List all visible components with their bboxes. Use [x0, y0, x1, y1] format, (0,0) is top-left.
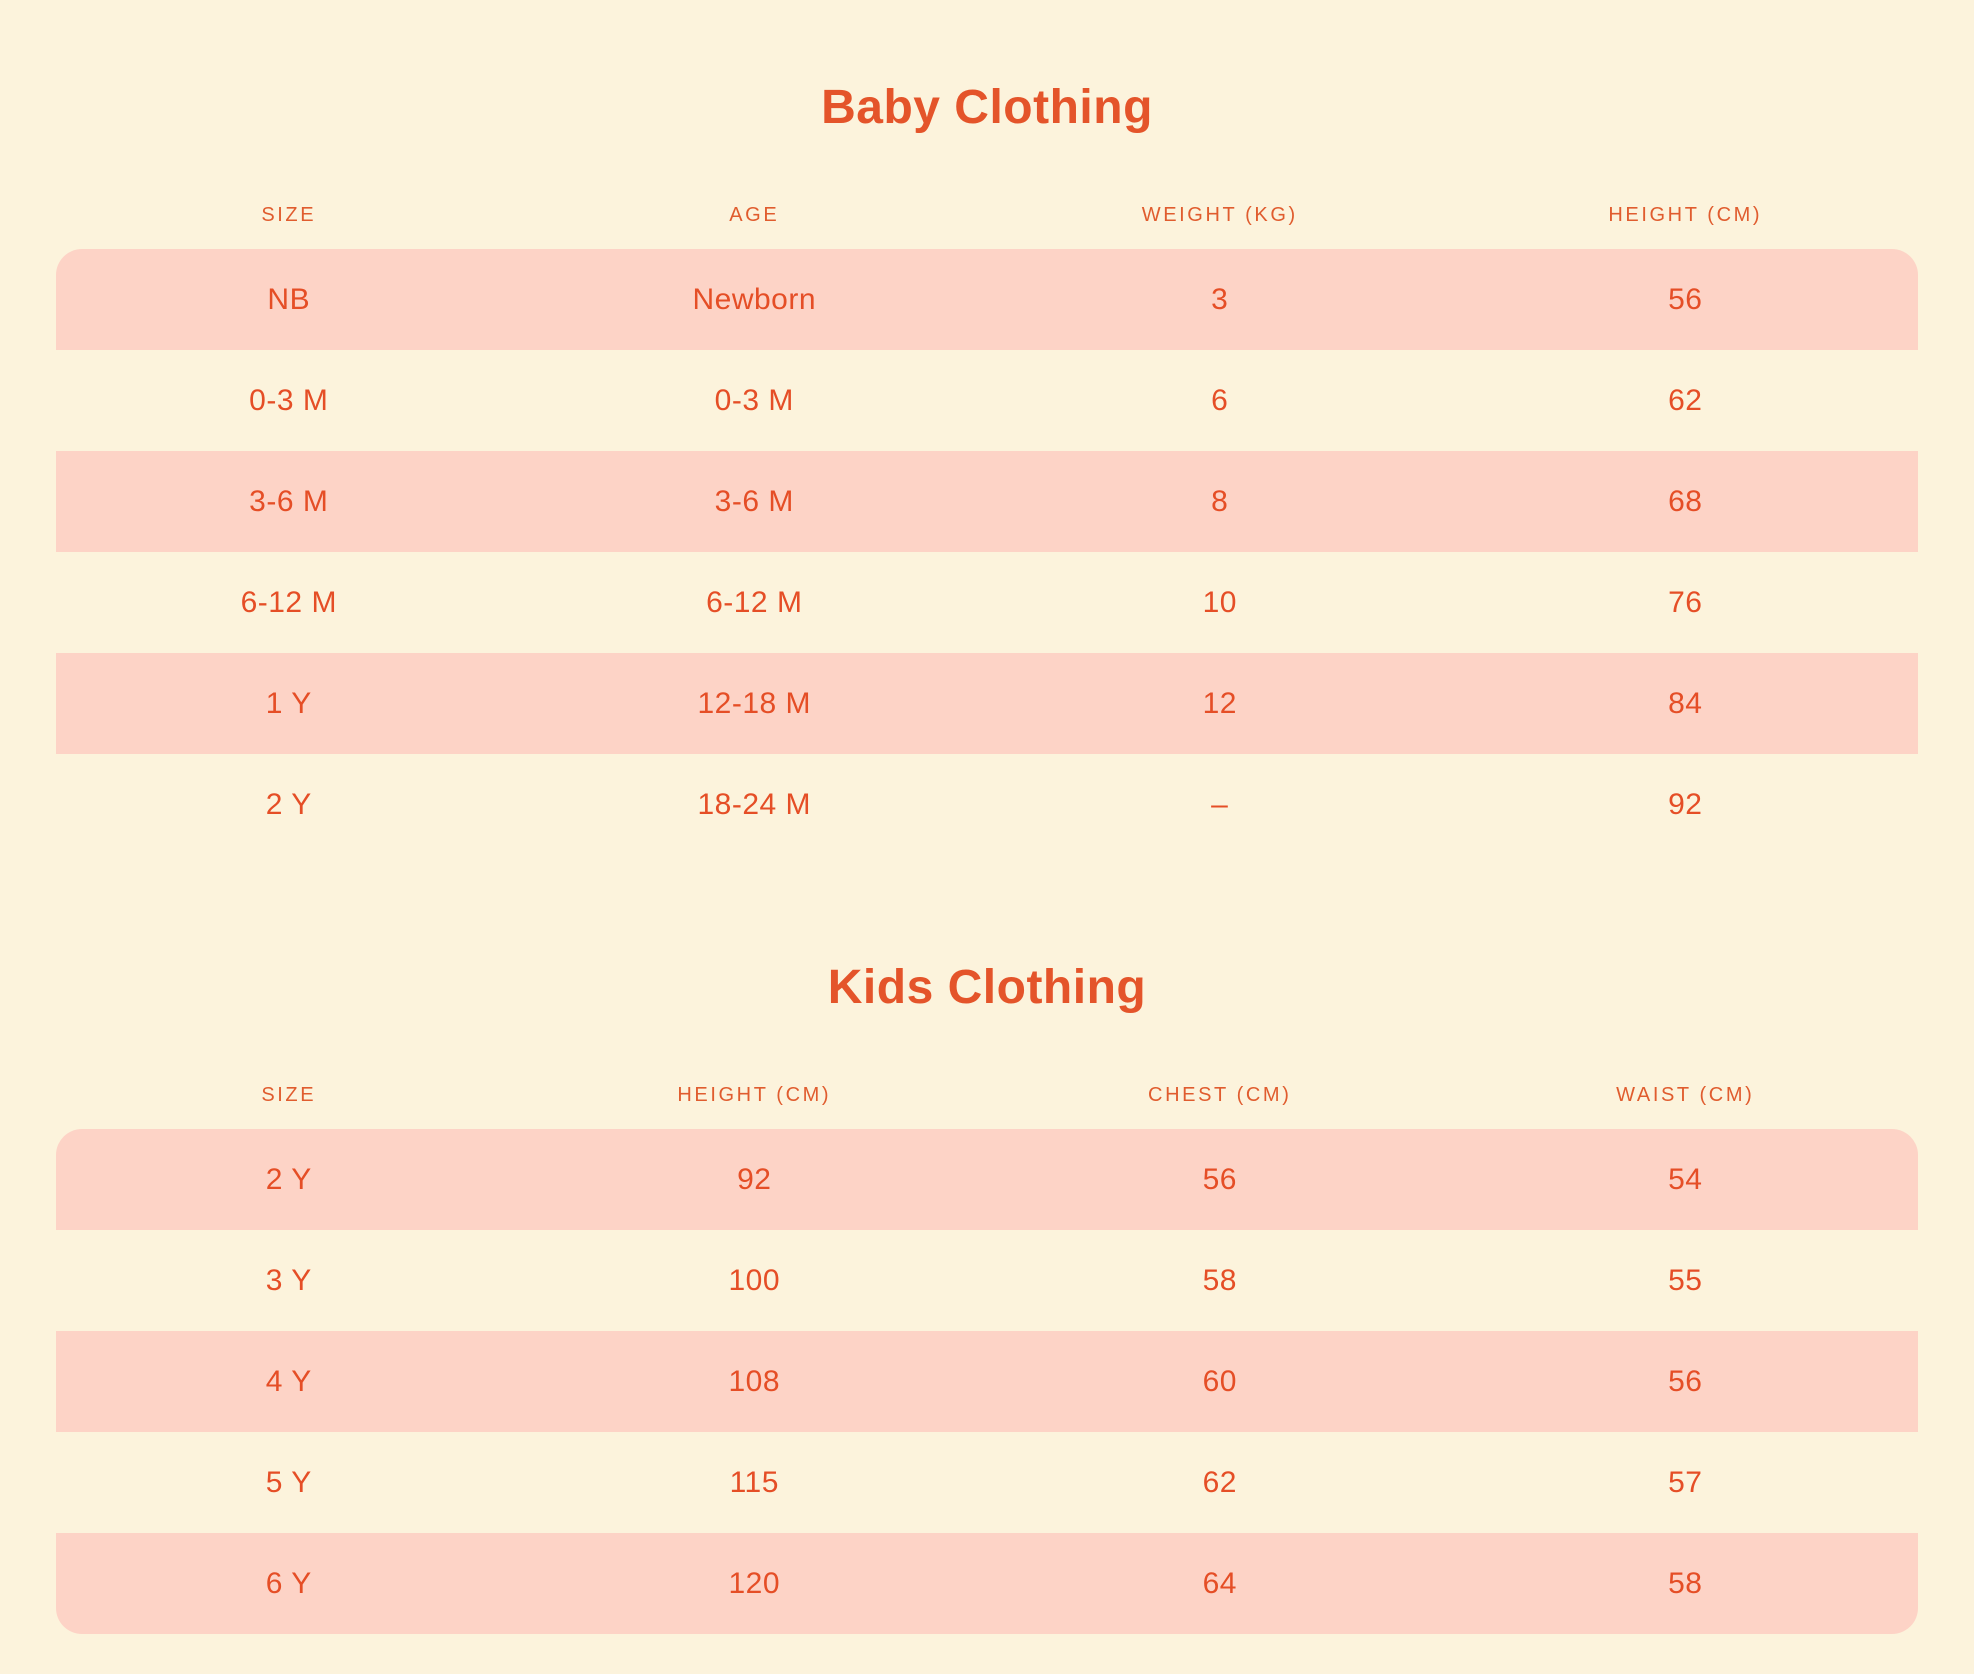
table-cell: 5 Y: [265, 1465, 312, 1499]
baby-table-body: NB Newborn 3 56 0-3 M 0-3 M 6 62 3-6 M 3…: [56, 249, 1918, 855]
kids-header-chest: CHEST (CM): [1148, 1084, 1292, 1106]
baby-header-age: AGE: [729, 204, 780, 226]
table-cell: 6 Y: [265, 1566, 312, 1600]
table-cell: 3-6 M: [249, 484, 329, 518]
kids-section-title: Kids Clothing: [827, 961, 1147, 1014]
table-cell: 120: [728, 1566, 781, 1600]
table-cell: 62: [1668, 383, 1703, 417]
baby-header-height: HEIGHT (CM): [1608, 204, 1763, 226]
page: Baby Clothing SIZE AGE WEIGHT (KG) HEIGH…: [0, 81, 1974, 1634]
table-row: 4 Y 108 60 56: [56, 1331, 1918, 1432]
table-row: 0-3 M 0-3 M 6 62: [56, 350, 1918, 451]
table-cell: NB: [267, 282, 311, 316]
table-cell: 18-24 M: [697, 787, 812, 821]
table-row: NB Newborn 3 56: [56, 249, 1918, 350]
table-row: 2 Y 18-24 M – 92: [56, 754, 1918, 855]
table-row: 6 Y 120 64 58: [56, 1533, 1918, 1634]
table-row: 3-6 M 3-6 M 8 68: [56, 451, 1918, 552]
table-cell: 6-12 M: [706, 585, 803, 619]
table-cell: 3-6 M: [714, 484, 794, 518]
table-row: 6-12 M 6-12 M 10 76: [56, 552, 1918, 653]
table-row: 3 Y 100 58 55: [56, 1230, 1918, 1331]
table-cell: Newborn: [692, 282, 817, 316]
table-cell: 62: [1202, 1465, 1237, 1499]
table-cell: 64: [1202, 1566, 1237, 1600]
table-cell: 6-12 M: [240, 585, 337, 619]
table-cell: –: [1211, 787, 1229, 821]
table-cell: 12: [1202, 686, 1237, 720]
baby-size-table: SIZE AGE WEIGHT (KG) HEIGHT (CM) NB Newb…: [56, 203, 1918, 855]
table-cell: 92: [1668, 787, 1703, 821]
table-cell: 115: [729, 1465, 779, 1499]
table-cell: 84: [1668, 686, 1703, 720]
table-row: 1 Y 12-18 M 12 84: [56, 653, 1918, 754]
table-cell: 100: [728, 1263, 781, 1297]
table-cell: 58: [1202, 1263, 1237, 1297]
table-cell: 108: [728, 1364, 781, 1398]
table-cell: 56: [1668, 282, 1703, 316]
table-cell: 2 Y: [265, 1162, 312, 1196]
table-cell: 3: [1211, 282, 1229, 316]
baby-header-weight: WEIGHT (KG): [1141, 204, 1298, 226]
table-row: 5 Y 115 62 57: [56, 1432, 1918, 1533]
table-cell: 76: [1668, 585, 1703, 619]
table-cell: 55: [1668, 1263, 1703, 1297]
table-cell: 0-3 M: [714, 383, 794, 417]
table-cell: 6: [1211, 383, 1229, 417]
table-cell: 54: [1668, 1162, 1703, 1196]
baby-table-header-row: SIZE AGE WEIGHT (KG) HEIGHT (CM): [56, 203, 1918, 227]
baby-header-size: SIZE: [261, 204, 317, 226]
table-cell: 56: [1668, 1364, 1703, 1398]
kids-clothing-section: Kids Clothing SIZE HEIGHT (CM) CHEST (CM…: [0, 855, 1974, 1634]
table-cell: 58: [1668, 1566, 1703, 1600]
table-cell: 92: [737, 1162, 772, 1196]
baby-clothing-section: Baby Clothing SIZE AGE WEIGHT (KG) HEIGH…: [56, 81, 1918, 855]
baby-section-title: Baby Clothing: [821, 81, 1153, 134]
table-cell: 12-18 M: [697, 686, 812, 720]
table-cell: 68: [1668, 484, 1703, 518]
table-cell: 0-3 M: [249, 383, 329, 417]
kids-table-body: 2 Y 92 56 54 3 Y 100 58 55 4 Y 108 60 56: [56, 1129, 1918, 1634]
table-cell: 56: [1202, 1162, 1237, 1196]
table-cell: 2 Y: [265, 787, 312, 821]
kids-header-waist: WAIST (CM): [1616, 1084, 1755, 1106]
table-cell: 57: [1668, 1465, 1703, 1499]
table-cell: 3 Y: [265, 1263, 312, 1297]
table-cell: 1 Y: [265, 686, 312, 720]
table-cell: 10: [1202, 585, 1237, 619]
kids-size-table: SIZE HEIGHT (CM) CHEST (CM) WAIST (CM) 2…: [56, 1083, 1918, 1634]
table-cell: 8: [1211, 484, 1229, 518]
kids-header-height: HEIGHT (CM): [677, 1084, 832, 1106]
kids-header-size: SIZE: [261, 1084, 317, 1106]
table-cell: 4 Y: [265, 1364, 312, 1398]
table-cell: 60: [1202, 1364, 1237, 1398]
table-row: 2 Y 92 56 54: [56, 1129, 1918, 1230]
kids-table-header-row: SIZE HEIGHT (CM) CHEST (CM) WAIST (CM): [56, 1083, 1918, 1107]
